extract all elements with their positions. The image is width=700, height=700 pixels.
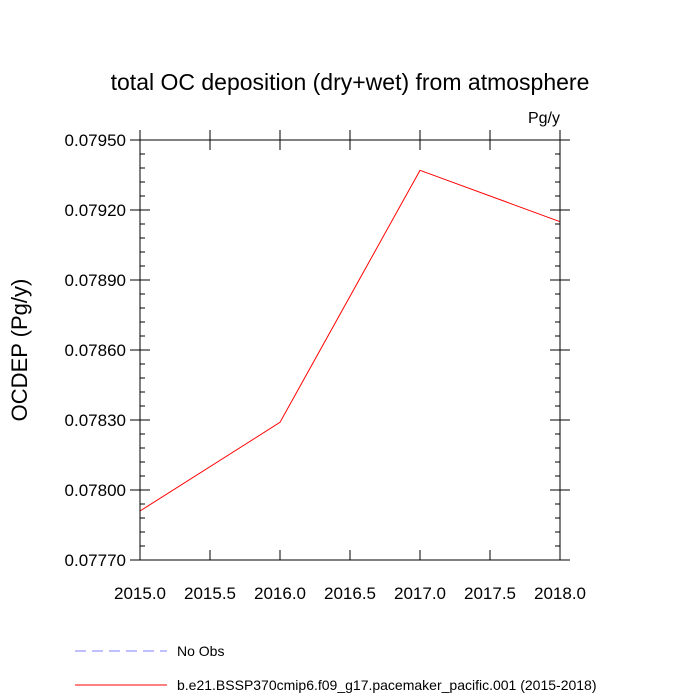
y-tick-label: 0.07890 [65,271,126,290]
y-tick-label: 0.07770 [65,551,126,570]
x-tick-label: 2015.0 [114,584,166,603]
chart-title: total OC deposition (dry+wet) from atmos… [111,69,590,95]
y-tick-label: 0.07800 [65,481,126,500]
plot-frame [139,139,561,561]
legend-label: No Obs [177,643,224,659]
units-label: Pg/y [528,110,560,127]
legend-label: b.e21.BSSP370cmip6.f09_g17.pacemaker_pac… [177,677,597,693]
y-tick-label: 0.07920 [65,201,126,220]
y-axis-label: OCDEP (Pg/y) [7,279,32,422]
y-tick-label: 0.07860 [65,341,126,360]
series-line [139,169,561,512]
y-tick-label: 0.07950 [65,131,126,150]
x-tick-label: 2017.0 [394,584,446,603]
legend: No Obs b.e21.BSSP370cmip6.f09_g17.pacemak… [75,643,597,693]
x-tick-label: 2016.5 [324,584,376,603]
y-tick-labels: 0.07770 0.07800 0.07830 0.07860 0.07890 0.079… [65,131,126,570]
data-series [139,169,561,512]
x-tick-labels: 2015.0 2015.5 2016.0 2016.5 2017.0 2017.5 2018… [114,584,586,603]
x-tick-label: 2015.5 [184,584,236,603]
x-tick-label: 2016.0 [254,584,306,603]
y-tick-label: 0.07830 [65,411,126,430]
axis-ticks [130,130,570,561]
x-tick-label: 2017.5 [464,584,516,603]
x-tick-label: 2018.0 [534,584,586,603]
